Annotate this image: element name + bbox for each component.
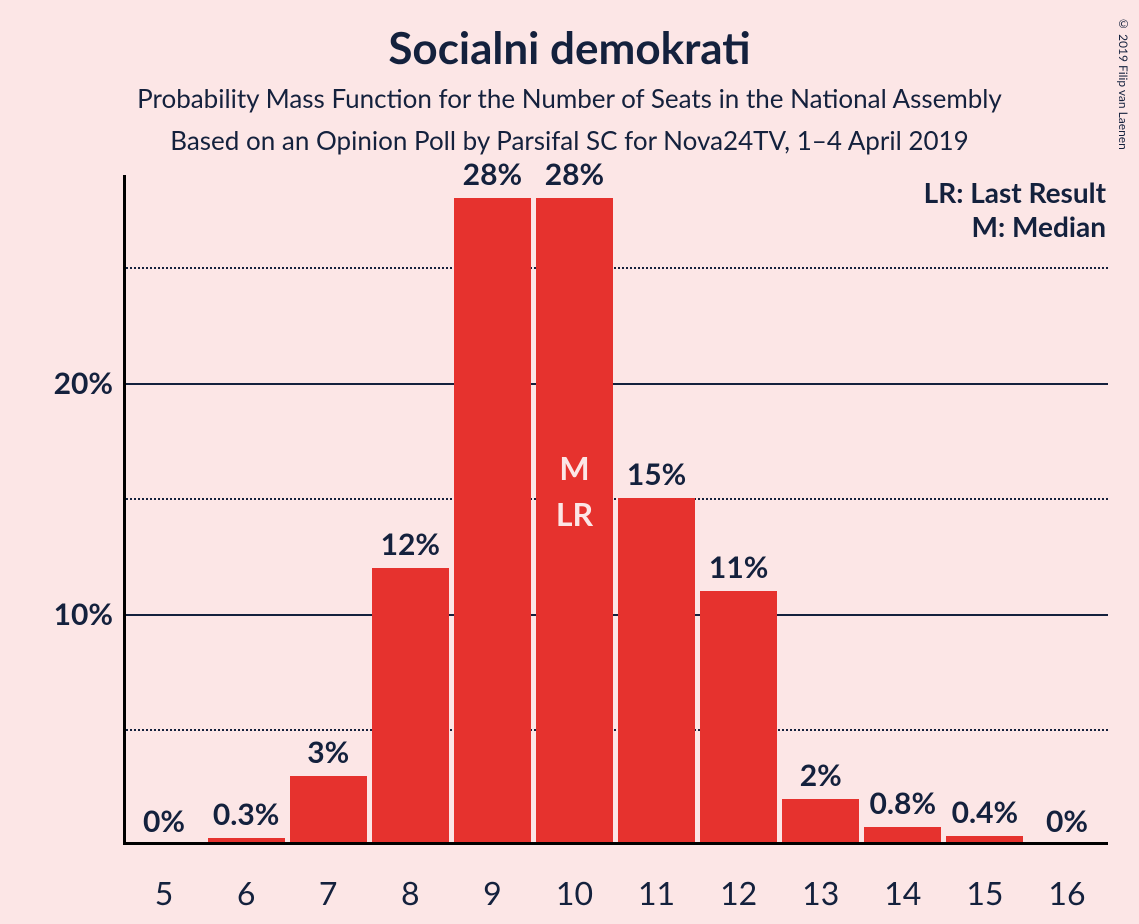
bar [372,568,449,845]
bar-value-label: 11% [709,549,768,585]
bar-value-label: 28% [463,156,522,192]
legend-line: LR: Last Result [924,175,1106,209]
bar-value-label: 12% [381,526,440,562]
gridline-minor [123,729,1108,731]
chart-subtitle-1: Probability Mass Function for the Number… [0,82,1139,114]
plot-area: 10%20%0%50.3%63%712%828%928%1015%1111%12… [123,175,1108,845]
gridline-major [123,383,1108,385]
bar [700,591,777,845]
bar-value-label: 15% [627,456,686,492]
chart-canvas: Socialni demokrati Probability Mass Func… [0,0,1139,924]
bar [454,198,531,845]
x-axis-tick-label: 10 [556,873,593,912]
bar [782,799,859,845]
x-axis-tick-label: 15 [966,873,1003,912]
x-axis-tick-label: 9 [483,873,502,912]
x-axis-tick-label: 6 [237,873,256,912]
y-axis-tick-label: 20% [54,365,123,401]
y-axis-tick-label: 10% [54,596,123,632]
gridline-minor [123,267,1108,269]
gridline-minor [123,498,1108,500]
bar-value-label: 0.3% [213,796,280,832]
x-axis-tick-label: 13 [802,873,839,912]
x-axis-tick-label: 14 [884,873,921,912]
x-axis-tick-label: 7 [319,873,338,912]
chart-subtitle-2: Based on an Opinion Poll by Parsifal SC … [0,124,1139,156]
bar-value-label: 2% [800,757,842,793]
x-axis-tick-label: 16 [1048,873,1085,912]
bar-annotation: LR [556,494,593,533]
bar [618,498,695,845]
x-axis-tick-label: 12 [720,873,757,912]
bar-annotation: M [559,448,589,487]
gridline-major [123,614,1108,616]
bar-value-label: 0.4% [952,794,1019,830]
x-axis-tick-label: 11 [638,873,675,912]
y-axis [123,175,126,845]
bar-value-label: 3% [307,734,349,770]
bar-value-label: 0.8% [870,785,937,821]
bar-value-label: 0% [1046,803,1088,839]
legend-line: M: Median [924,209,1106,243]
bar-value-label: 0% [143,803,185,839]
x-axis-tick-label: 8 [401,873,420,912]
copyright-text: © 2019 Filip van Laenen [1116,16,1131,150]
chart-title: Socialni demokrati [0,22,1139,74]
bar [290,776,367,845]
bar-value-label: 28% [545,156,604,192]
chart-legend: LR: Last ResultM: Median [924,175,1106,243]
x-axis [123,842,1108,845]
x-axis-tick-label: 5 [155,873,174,912]
